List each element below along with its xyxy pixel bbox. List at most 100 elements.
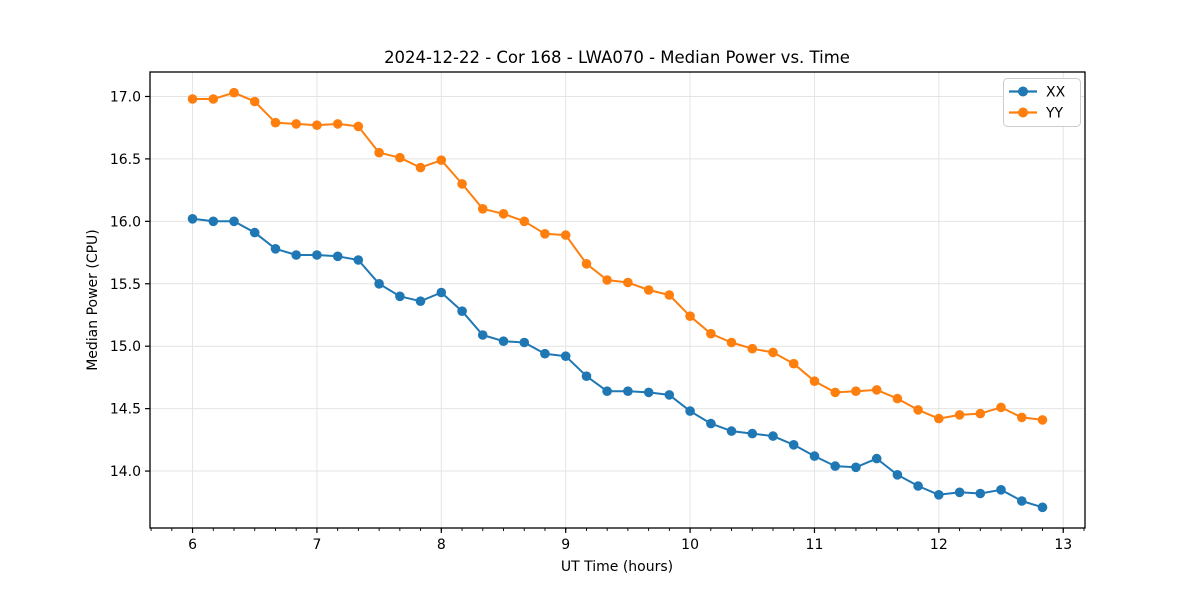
data-point-marker-yy bbox=[1017, 412, 1027, 423]
data-point-marker-xx bbox=[540, 348, 550, 359]
x-tick-label: 7 bbox=[312, 537, 321, 553]
x-tick-label: 8 bbox=[437, 537, 446, 553]
data-point-marker-xx bbox=[519, 337, 530, 348]
data-point-marker-yy bbox=[457, 179, 467, 189]
data-point-marker-yy bbox=[477, 204, 488, 214]
x-tick-label: 6 bbox=[188, 537, 197, 553]
data-point-marker-xx bbox=[208, 216, 219, 227]
data-point-marker-xx bbox=[477, 330, 488, 340]
data-point-marker-yy bbox=[892, 393, 903, 404]
data-point-marker-xx bbox=[934, 490, 944, 500]
x-axis-label: UT Time (hours) bbox=[561, 559, 673, 575]
data-point-marker-xx bbox=[374, 279, 384, 289]
legend-label: XX bbox=[1046, 85, 1066, 101]
data-point-marker-xx bbox=[664, 390, 675, 400]
y-tick-label: 16.5 bbox=[110, 152, 141, 168]
data-point-marker-xx bbox=[809, 451, 820, 461]
y-axis-label: Median Power (CPU) bbox=[85, 229, 101, 371]
data-point-marker-xx bbox=[1017, 496, 1027, 506]
gridlines bbox=[150, 72, 1085, 528]
data-point-marker-xx bbox=[436, 287, 447, 298]
data-point-marker-yy bbox=[602, 275, 612, 285]
data-point-marker-yy bbox=[1037, 415, 1048, 425]
data-point-marker-xx bbox=[830, 461, 840, 471]
data-point-marker-xx bbox=[291, 250, 302, 260]
data-point-marker-yy bbox=[934, 413, 944, 424]
data-point-marker-xx bbox=[187, 214, 198, 224]
data-point-marker-yy bbox=[229, 87, 239, 98]
y-tick-label: 14.5 bbox=[110, 402, 141, 418]
y-tick-label: 15.5 bbox=[110, 277, 141, 293]
data-point-marker-xx bbox=[643, 387, 654, 398]
data-point-marker-yy bbox=[291, 119, 302, 129]
data-point-marker-yy bbox=[270, 117, 281, 128]
data-point-marker-xx bbox=[996, 485, 1006, 495]
data-point-marker-xx bbox=[415, 296, 426, 307]
data-point-marker-xx bbox=[954, 487, 965, 498]
x-tick-label: 11 bbox=[806, 537, 824, 553]
data-point-marker-xx bbox=[229, 216, 239, 227]
data-point-marker-xx bbox=[851, 462, 861, 473]
y-tick-label: 17.0 bbox=[110, 89, 141, 105]
data-point-marker-xx bbox=[871, 453, 882, 464]
data-point-marker-yy bbox=[436, 155, 447, 165]
data-point-marker-xx bbox=[560, 351, 571, 362]
data-point-marker-xx bbox=[270, 244, 281, 254]
data-point-marker-yy bbox=[395, 152, 405, 163]
data-point-marker-yy bbox=[747, 343, 758, 354]
data-point-marker-yy bbox=[975, 408, 986, 419]
data-point-marker-yy bbox=[208, 94, 219, 104]
legend-label: YY bbox=[1045, 106, 1064, 122]
data-point-marker-yy bbox=[560, 230, 571, 240]
data-point-marker-xx bbox=[332, 251, 343, 262]
data-point-marker-yy bbox=[249, 96, 260, 107]
data-point-marker-yy bbox=[913, 405, 923, 415]
data-point-marker-yy bbox=[498, 209, 509, 219]
data-point-marker-xx bbox=[913, 481, 923, 491]
data-point-marker-yy bbox=[809, 376, 820, 387]
data-point-marker-yy bbox=[540, 229, 550, 239]
data-point-marker-xx bbox=[747, 428, 758, 439]
data-point-marker-yy bbox=[374, 147, 384, 158]
data-point-marker-yy bbox=[312, 120, 322, 130]
legend-entry-xx: XX bbox=[1009, 85, 1066, 101]
data-point-marker-yy bbox=[623, 277, 633, 288]
data-point-marker-yy bbox=[788, 358, 799, 369]
legend-marker-icon bbox=[1018, 107, 1028, 118]
data-point-marker-yy bbox=[851, 386, 861, 397]
data-point-marker-yy bbox=[332, 119, 343, 129]
data-point-marker-yy bbox=[187, 94, 198, 104]
data-point-marker-xx bbox=[706, 418, 716, 429]
data-point-marker-yy bbox=[996, 402, 1006, 413]
data-point-marker-xx bbox=[312, 250, 322, 260]
series-line-xx bbox=[191, 217, 1044, 509]
data-point-marker-yy bbox=[664, 290, 675, 300]
data-point-marker-xx bbox=[788, 440, 799, 450]
data-point-marker-yy bbox=[415, 162, 426, 173]
x-tick-label: 12 bbox=[930, 537, 948, 553]
data-point-marker-xx bbox=[726, 426, 737, 436]
y-tick-label: 15.0 bbox=[110, 339, 141, 355]
data-point-marker-yy bbox=[830, 387, 840, 398]
data-point-marker-xx bbox=[892, 470, 903, 480]
legend-entry-yy: YY bbox=[1009, 106, 1064, 122]
data-point-marker-yy bbox=[353, 121, 364, 132]
data-point-marker-yy bbox=[871, 385, 882, 395]
data-point-marker-yy bbox=[643, 285, 654, 295]
data-point-marker-yy bbox=[685, 311, 695, 322]
data-point-marker-yy bbox=[954, 410, 965, 420]
data-point-marker-yy bbox=[726, 337, 737, 348]
data-point-marker-yy bbox=[519, 216, 530, 227]
data-point-marker-xx bbox=[1037, 502, 1048, 513]
data-point-marker-xx bbox=[685, 406, 695, 416]
y-tick-label: 16.0 bbox=[110, 214, 141, 230]
legend-box bbox=[1003, 78, 1081, 127]
data-point-marker-xx bbox=[353, 255, 364, 265]
axis-ticks: 6 7 8 9 10 11 12 13 14.0 14.5 15.0 15.5 16.0 16.5 17.0 bbox=[110, 89, 1085, 553]
chart-title: 2024-12-22 - Cor 168 - LWA070 - Median P… bbox=[384, 48, 850, 67]
legend: XX YY bbox=[1003, 78, 1081, 127]
legend-marker-icon bbox=[1018, 86, 1028, 97]
data-point-marker-xx bbox=[581, 371, 592, 382]
data-point-marker-xx bbox=[457, 306, 467, 317]
